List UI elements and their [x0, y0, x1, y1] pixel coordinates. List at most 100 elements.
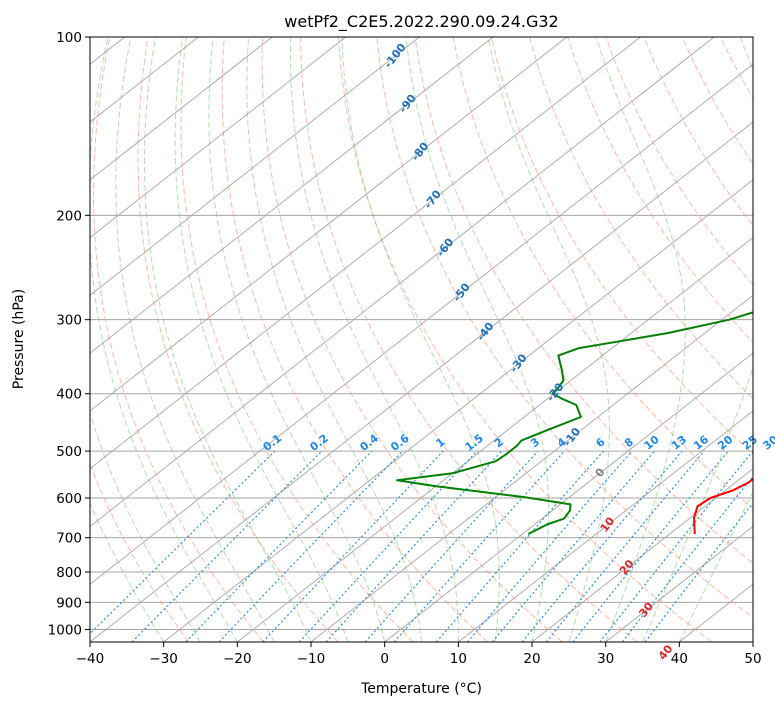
mixing-ratio-line — [325, 450, 503, 642]
mixing-ratio-line — [621, 475, 753, 642]
dry-adiabat-line — [93, 37, 264, 642]
isotherm-line — [90, 37, 715, 528]
dry-adiabat-line — [300, 37, 638, 642]
mixing-ratio-line — [90, 450, 276, 635]
x-tick-label: 10 — [450, 651, 467, 667]
y-tick-label: 600 — [56, 491, 82, 507]
dry-adiabat-line — [90, 462, 190, 642]
mixing-ratio-line — [545, 450, 705, 642]
dewpoint-profile-line — [396, 311, 753, 535]
y-tick-label: 500 — [56, 444, 82, 460]
x-tick-label: 20 — [523, 651, 540, 667]
mixing-ratio-line — [298, 450, 478, 642]
moist-adiabat-line — [246, 37, 422, 642]
moist-adiabat-line — [90, 411, 201, 642]
isotherm-line — [163, 179, 753, 642]
mixing-ratio-line — [467, 450, 633, 642]
y-axis-label: Pressure (hPa) — [11, 289, 27, 389]
mixing-ratio-label: 30 — [760, 433, 775, 453]
isotherm-line — [90, 63, 753, 585]
x-tick-label: 50 — [744, 651, 761, 667]
y-tick-label: 1000 — [48, 622, 82, 638]
mixing-ratio-label: 2 — [492, 435, 506, 450]
mixing-ratio-label: 25 — [740, 433, 760, 453]
isotherm-line — [458, 410, 753, 642]
dry-adiabat-line — [719, 37, 753, 99]
isotherm-line — [531, 468, 753, 642]
dry-adiabat-line — [643, 37, 753, 227]
mixing-ratio-line — [572, 450, 729, 642]
isotherm-line — [605, 525, 753, 642]
dry-adiabat-line — [180, 37, 414, 642]
x-tick-label: −40 — [76, 651, 105, 667]
isotherm-label: -30 — [507, 351, 530, 375]
isotherm-label: -50 — [450, 280, 473, 304]
dry-adiabat-line — [376, 37, 753, 619]
mixing-ratio-label: 3 — [528, 435, 542, 450]
dry-adiabat-line — [261, 37, 563, 642]
moist-adiabat-line — [595, 37, 686, 642]
mixing-ratio-label: 10 — [642, 433, 662, 453]
dry-adiabat-line — [452, 37, 753, 510]
isotherm-line — [90, 37, 641, 470]
mixing-ratio-label: 0.4 — [357, 431, 381, 453]
dry-adiabat-line — [529, 37, 753, 400]
x-tick-label: −20 — [223, 651, 252, 667]
isotherm-label: -70 — [421, 187, 444, 211]
x-tick-label: −30 — [149, 651, 178, 667]
mixing-ratio-label: 0.2 — [308, 432, 331, 454]
mixing-ratio-line — [131, 450, 323, 642]
dry-adiabat-line — [490, 37, 753, 455]
y-tick-label: 900 — [56, 595, 82, 611]
mixing-ratio-line — [599, 450, 753, 642]
isotherm-line — [90, 37, 420, 296]
moist-adiabat-line — [90, 501, 165, 642]
moist-adiabat-line — [405, 37, 550, 642]
moist-adiabat-line — [174, 37, 349, 642]
mixing-ratio-label: 6 — [594, 435, 608, 450]
moist-adiabat-line — [341, 37, 500, 642]
dry-adiabat-line — [221, 37, 488, 642]
isotherm-label: -100 — [381, 41, 408, 71]
isotherm-line — [90, 121, 753, 642]
isotherm-line — [679, 583, 753, 642]
temperature-profile-line — [693, 477, 753, 535]
mixing-ratio-line — [393, 450, 565, 642]
moist-adiabat-line — [90, 37, 238, 642]
mixing-ratio-label: 16 — [691, 433, 711, 453]
isotherm-line — [90, 37, 494, 354]
chart-title: wetPf2_C2E5.2022.290.09.24.G32 — [284, 12, 558, 32]
x-tick-label: 40 — [671, 651, 688, 667]
isotherm-line — [90, 37, 273, 181]
moist-adiabat-line — [208, 37, 386, 642]
y-tick-label: 100 — [56, 30, 82, 46]
isotherm-label: -20 — [544, 380, 567, 404]
moist-adiabat-line — [642, 37, 753, 642]
y-tick-label: 800 — [56, 565, 82, 581]
isotherm-label: 20 — [617, 557, 637, 577]
dry-adiabat-line — [605, 37, 753, 286]
moist-adiabat-line — [289, 37, 459, 642]
isotherm-line — [237, 236, 753, 642]
dry-adiabat-line — [567, 37, 753, 344]
mixing-ratio-line — [491, 450, 656, 642]
x-axis-label: Temperature (°C) — [360, 681, 482, 697]
isotherm-label: -90 — [396, 92, 419, 116]
mixing-ratio-label: 1.5 — [463, 432, 486, 454]
isotherm-label: -80 — [409, 140, 432, 164]
mixing-ratio-line — [218, 450, 403, 642]
moist-adiabat-line — [487, 37, 610, 642]
moist-adiabat-line — [115, 37, 275, 642]
x-tick-label: 0 — [380, 651, 389, 667]
mixing-ratio-line — [364, 450, 539, 642]
x-tick-label: −10 — [297, 651, 326, 667]
isotherm-line — [384, 352, 753, 642]
mixing-ratio-line — [435, 450, 604, 642]
isotherm-line — [310, 294, 753, 642]
mixing-ratio-label: 8 — [622, 435, 636, 450]
isotherm-line — [752, 641, 753, 642]
plot-frame — [89, 36, 754, 643]
y-tick-label: 200 — [56, 208, 82, 224]
dry-adiabat-line — [338, 37, 713, 642]
